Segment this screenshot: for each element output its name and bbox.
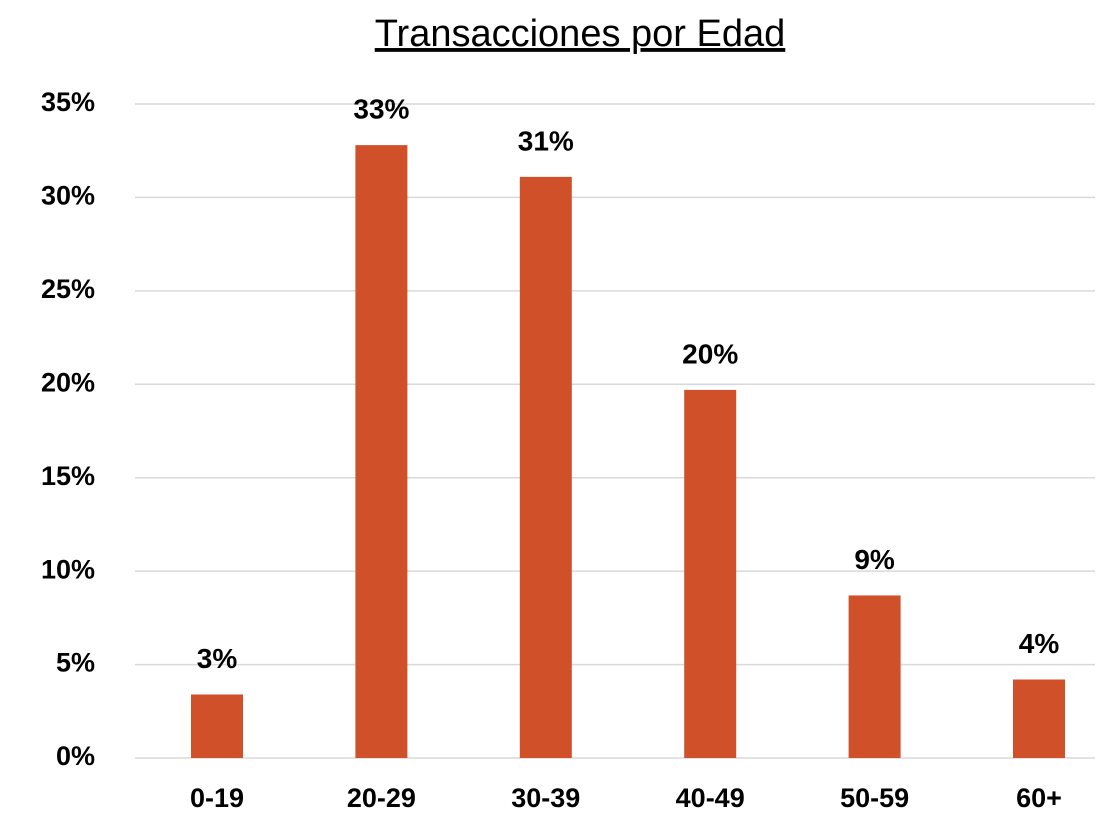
bar bbox=[848, 595, 901, 758]
data-label: 20% bbox=[682, 338, 738, 369]
y-tick-label: 5% bbox=[56, 648, 95, 678]
x-tick-label: 50-59 bbox=[840, 783, 909, 813]
data-label: 3% bbox=[197, 643, 238, 674]
x-tick-label: 40-49 bbox=[676, 783, 745, 813]
data-label: 9% bbox=[854, 544, 895, 575]
y-tick-label: 30% bbox=[41, 181, 95, 211]
x-tick-label: 0-19 bbox=[190, 783, 244, 813]
x-tick-label: 30-39 bbox=[511, 783, 580, 813]
bar bbox=[355, 145, 408, 758]
bar bbox=[1013, 679, 1065, 758]
bar bbox=[191, 694, 243, 758]
x-tick-label: 60+ bbox=[1016, 783, 1062, 813]
bar bbox=[519, 176, 572, 759]
y-tick-label: 25% bbox=[41, 274, 95, 304]
data-label: 33% bbox=[353, 93, 409, 124]
data-label: 4% bbox=[1019, 628, 1060, 659]
y-tick-label: 20% bbox=[41, 367, 95, 397]
y-tick-label: 10% bbox=[41, 554, 95, 584]
x-tick-label: 20-29 bbox=[347, 783, 416, 813]
bar bbox=[684, 389, 737, 758]
y-tick-label: 0% bbox=[56, 741, 95, 771]
chart-title: Transacciones por Edad bbox=[375, 13, 786, 55]
y-tick-label: 15% bbox=[41, 461, 95, 491]
y-tick-label: 35% bbox=[41, 87, 95, 117]
data-label: 31% bbox=[518, 125, 574, 156]
